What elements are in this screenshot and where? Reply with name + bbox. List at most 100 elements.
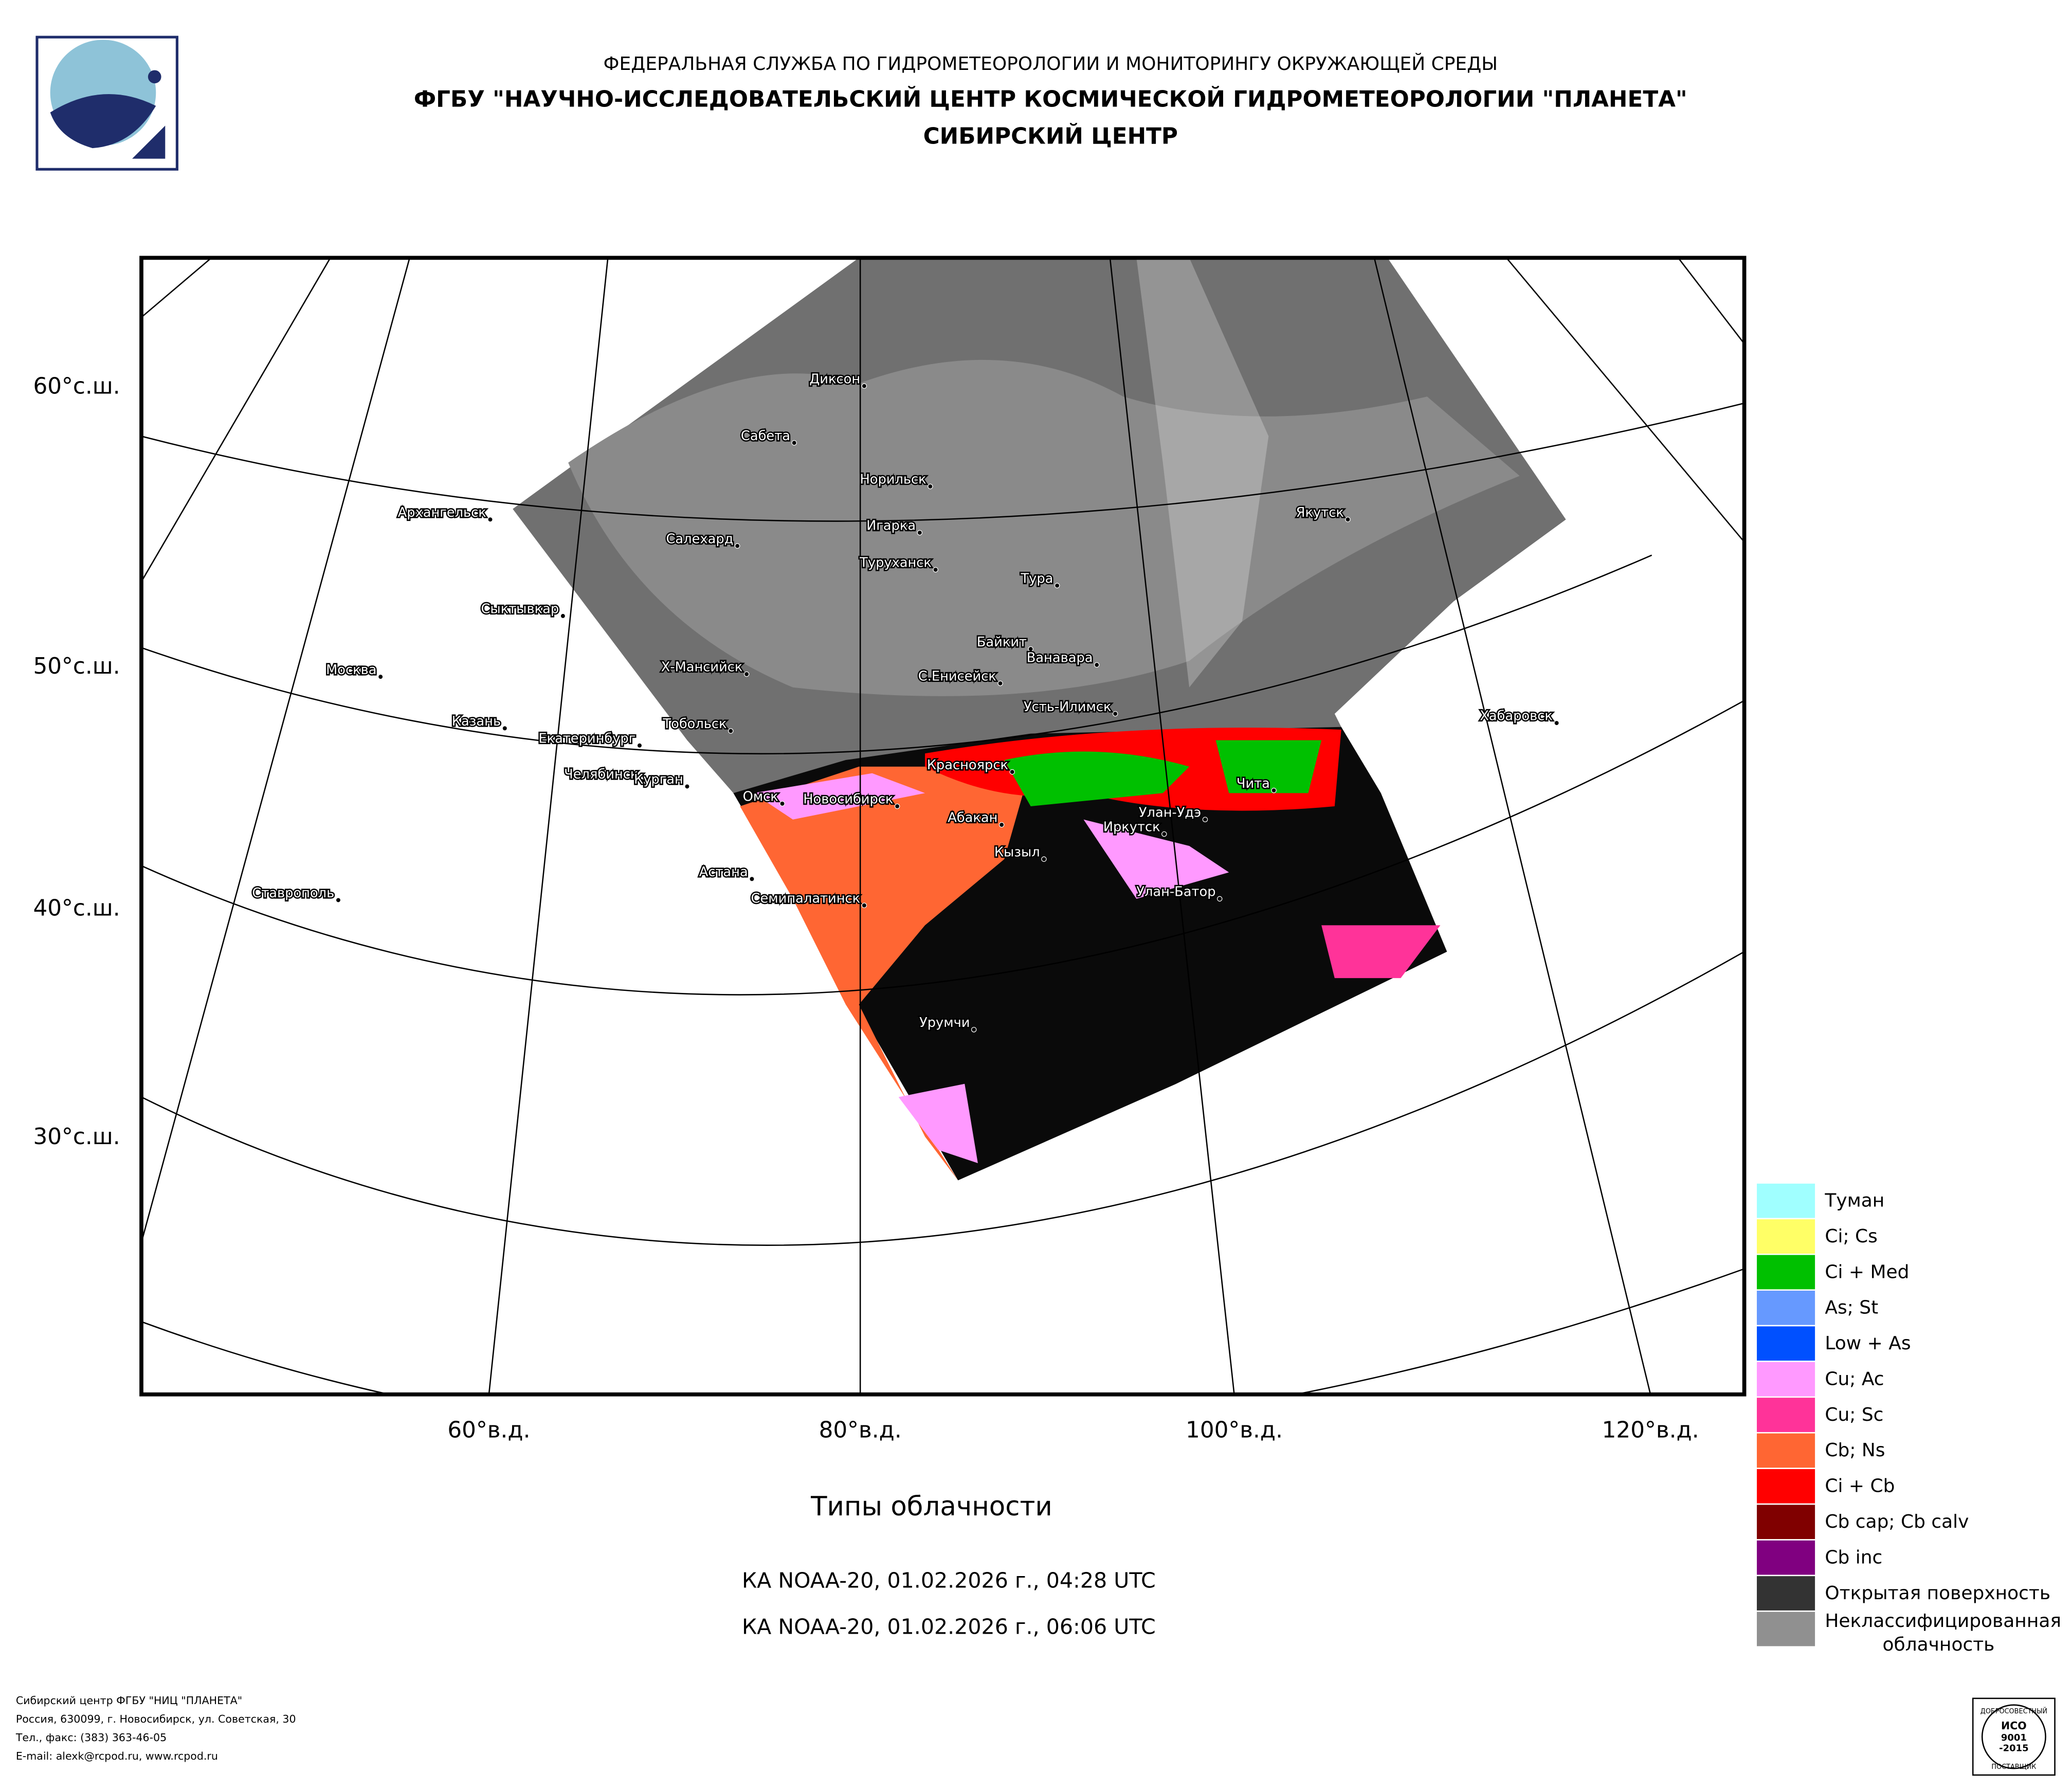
legend-swatch — [1755, 1254, 1816, 1291]
city-dot — [749, 876, 755, 882]
city-label: Иркутск — [1103, 820, 1160, 835]
city-dot — [779, 801, 785, 807]
city-dot — [1216, 896, 1223, 902]
city-label: Казань — [452, 714, 501, 729]
city-dot — [502, 726, 508, 731]
city-dot — [861, 902, 867, 909]
city-label: Ванавара — [1027, 650, 1093, 666]
lat-label: 60°с.ш. — [33, 373, 120, 399]
city-dot — [997, 680, 1003, 686]
city-label: Омск — [743, 789, 778, 805]
city-label: Якутск — [1296, 505, 1344, 520]
city-label: Красноярск — [927, 757, 1008, 773]
city-label: Туруханск — [859, 555, 932, 571]
graticule — [141, 258, 1744, 1395]
city-label: Салехард — [666, 531, 734, 547]
city-label: Абакан — [948, 810, 997, 826]
city-dot — [791, 440, 797, 446]
city-dot — [684, 784, 690, 789]
city-label: Улан-Батор — [1136, 884, 1215, 900]
city-label: Чита — [1237, 776, 1270, 791]
footer-line: E-mail: alexk@rcpod.ru, www.rcpod.ru — [16, 1750, 218, 1762]
city-dot — [1009, 769, 1015, 775]
legend-label: Cb; Ns — [1825, 1440, 1885, 1461]
city-label: Сыктывкар — [481, 602, 559, 617]
city-label: С.Енисейск — [918, 669, 996, 684]
legend-label: Неклассифицированная — [1825, 1611, 2061, 1632]
lat-label: 50°с.ш. — [33, 653, 120, 679]
lon-label: 80°в.д. — [819, 1417, 902, 1443]
institute: ФГБУ "НАУЧНО-ИССЛЕДОВАТЕЛЬСКИЙ ЦЕНТР КОС… — [414, 85, 1687, 113]
city-dot — [998, 822, 1005, 828]
legend-swatch — [1755, 1503, 1816, 1541]
city-label: Семипалатинск — [751, 891, 861, 906]
legend-label: Cb inc — [1825, 1547, 1882, 1568]
city-label: Игарка — [866, 518, 916, 534]
city-dot — [1271, 787, 1277, 793]
city-label: Ставрополь — [252, 885, 334, 901]
footer-line: Сибирский центр ФГБУ "НИЦ "ПЛАНЕТА" — [16, 1694, 242, 1707]
city-dot — [734, 543, 740, 549]
legend-label: Ci; Cs — [1825, 1226, 1878, 1247]
lat-label: 40°с.ш. — [33, 895, 120, 921]
pass: КА NOAA-20, 01.02.2026 г., 04:28 UTC — [742, 1568, 1156, 1593]
city-label: Екатеринбург — [538, 731, 635, 746]
city-dot — [1161, 831, 1167, 837]
city-dot — [1112, 711, 1118, 717]
legend-swatch — [1755, 1396, 1816, 1434]
city-dot — [971, 1027, 977, 1033]
city-dot — [928, 483, 933, 490]
city-dot — [1202, 817, 1208, 822]
badge-text: ИСО — [2001, 1720, 2027, 1732]
city-dot — [560, 613, 566, 619]
caption-title: Типы облачности — [810, 1491, 1052, 1522]
legend-label: Cb cap; Cb calv — [1825, 1511, 1969, 1532]
city-label: Челябинск — [564, 767, 638, 782]
badge-text: 9001 — [2001, 1732, 2027, 1743]
legend-label: облачность — [1882, 1634, 1994, 1655]
city-label: Москва — [326, 662, 376, 678]
badge-text: -2015 — [1999, 1743, 2029, 1754]
footer-line: Тел., факс: (383) 363-46-05 — [15, 1731, 167, 1744]
city-dot — [743, 671, 750, 677]
city-dot — [861, 383, 867, 389]
legend-label: Неклассифицированная облачность — [1825, 1611, 2061, 1655]
city-label: Новосибирск — [803, 792, 893, 807]
city-label: Архангельск — [398, 505, 486, 520]
footer-line: Россия, 630099, г. Новосибирск, ул. Сове… — [16, 1713, 296, 1725]
badge-text: ДОБРОСОВЕСТНЫЙ — [1980, 1707, 2047, 1715]
city-label: Курган — [634, 772, 683, 787]
legend-label: Открытая поверхность — [1825, 1583, 2050, 1604]
city-label: Усть-Илимск — [1024, 699, 1112, 715]
legend-label: Cu; Ac — [1825, 1368, 1884, 1389]
city-label: Диксон — [809, 371, 860, 387]
legend-label: Low + As — [1825, 1333, 1911, 1354]
city-label: Х-Мансийск — [661, 660, 743, 675]
city-dot — [487, 517, 493, 522]
city-label: Кызыл — [994, 844, 1040, 860]
city-label: Байкит — [977, 635, 1027, 650]
city-dot — [1028, 646, 1033, 652]
lon-label: 120°в.д. — [1602, 1417, 1699, 1443]
city-label: Норильск — [860, 472, 926, 487]
legend-swatch — [1755, 1289, 1816, 1327]
pass: КА NOAA-20, 01.02.2026 г., 06:06 UTC — [742, 1615, 1156, 1639]
lon-label: 60°в.д. — [447, 1417, 530, 1443]
city-dot — [637, 743, 643, 749]
badge-text: ПОСТАВЩИК — [1991, 1763, 2036, 1771]
city-dot — [377, 674, 384, 680]
city-label: Астана — [699, 864, 748, 880]
city-dot — [894, 803, 900, 809]
city-dot — [1054, 583, 1060, 589]
lon-label: 100°в.д. — [1186, 1417, 1283, 1443]
city-dot — [1041, 856, 1047, 862]
city-label: Тура — [1020, 571, 1053, 586]
legend-swatch — [1755, 1610, 1816, 1648]
legend-swatch — [1755, 1539, 1816, 1577]
logo — [35, 35, 178, 171]
badge: ДОБРОСОВЕСТНЫЙ ИСО 9001 -2015 ПОСТАВЩИК — [1972, 1697, 2056, 1776]
map — [141, 258, 1744, 1395]
legend-label: As; St — [1825, 1297, 1878, 1318]
